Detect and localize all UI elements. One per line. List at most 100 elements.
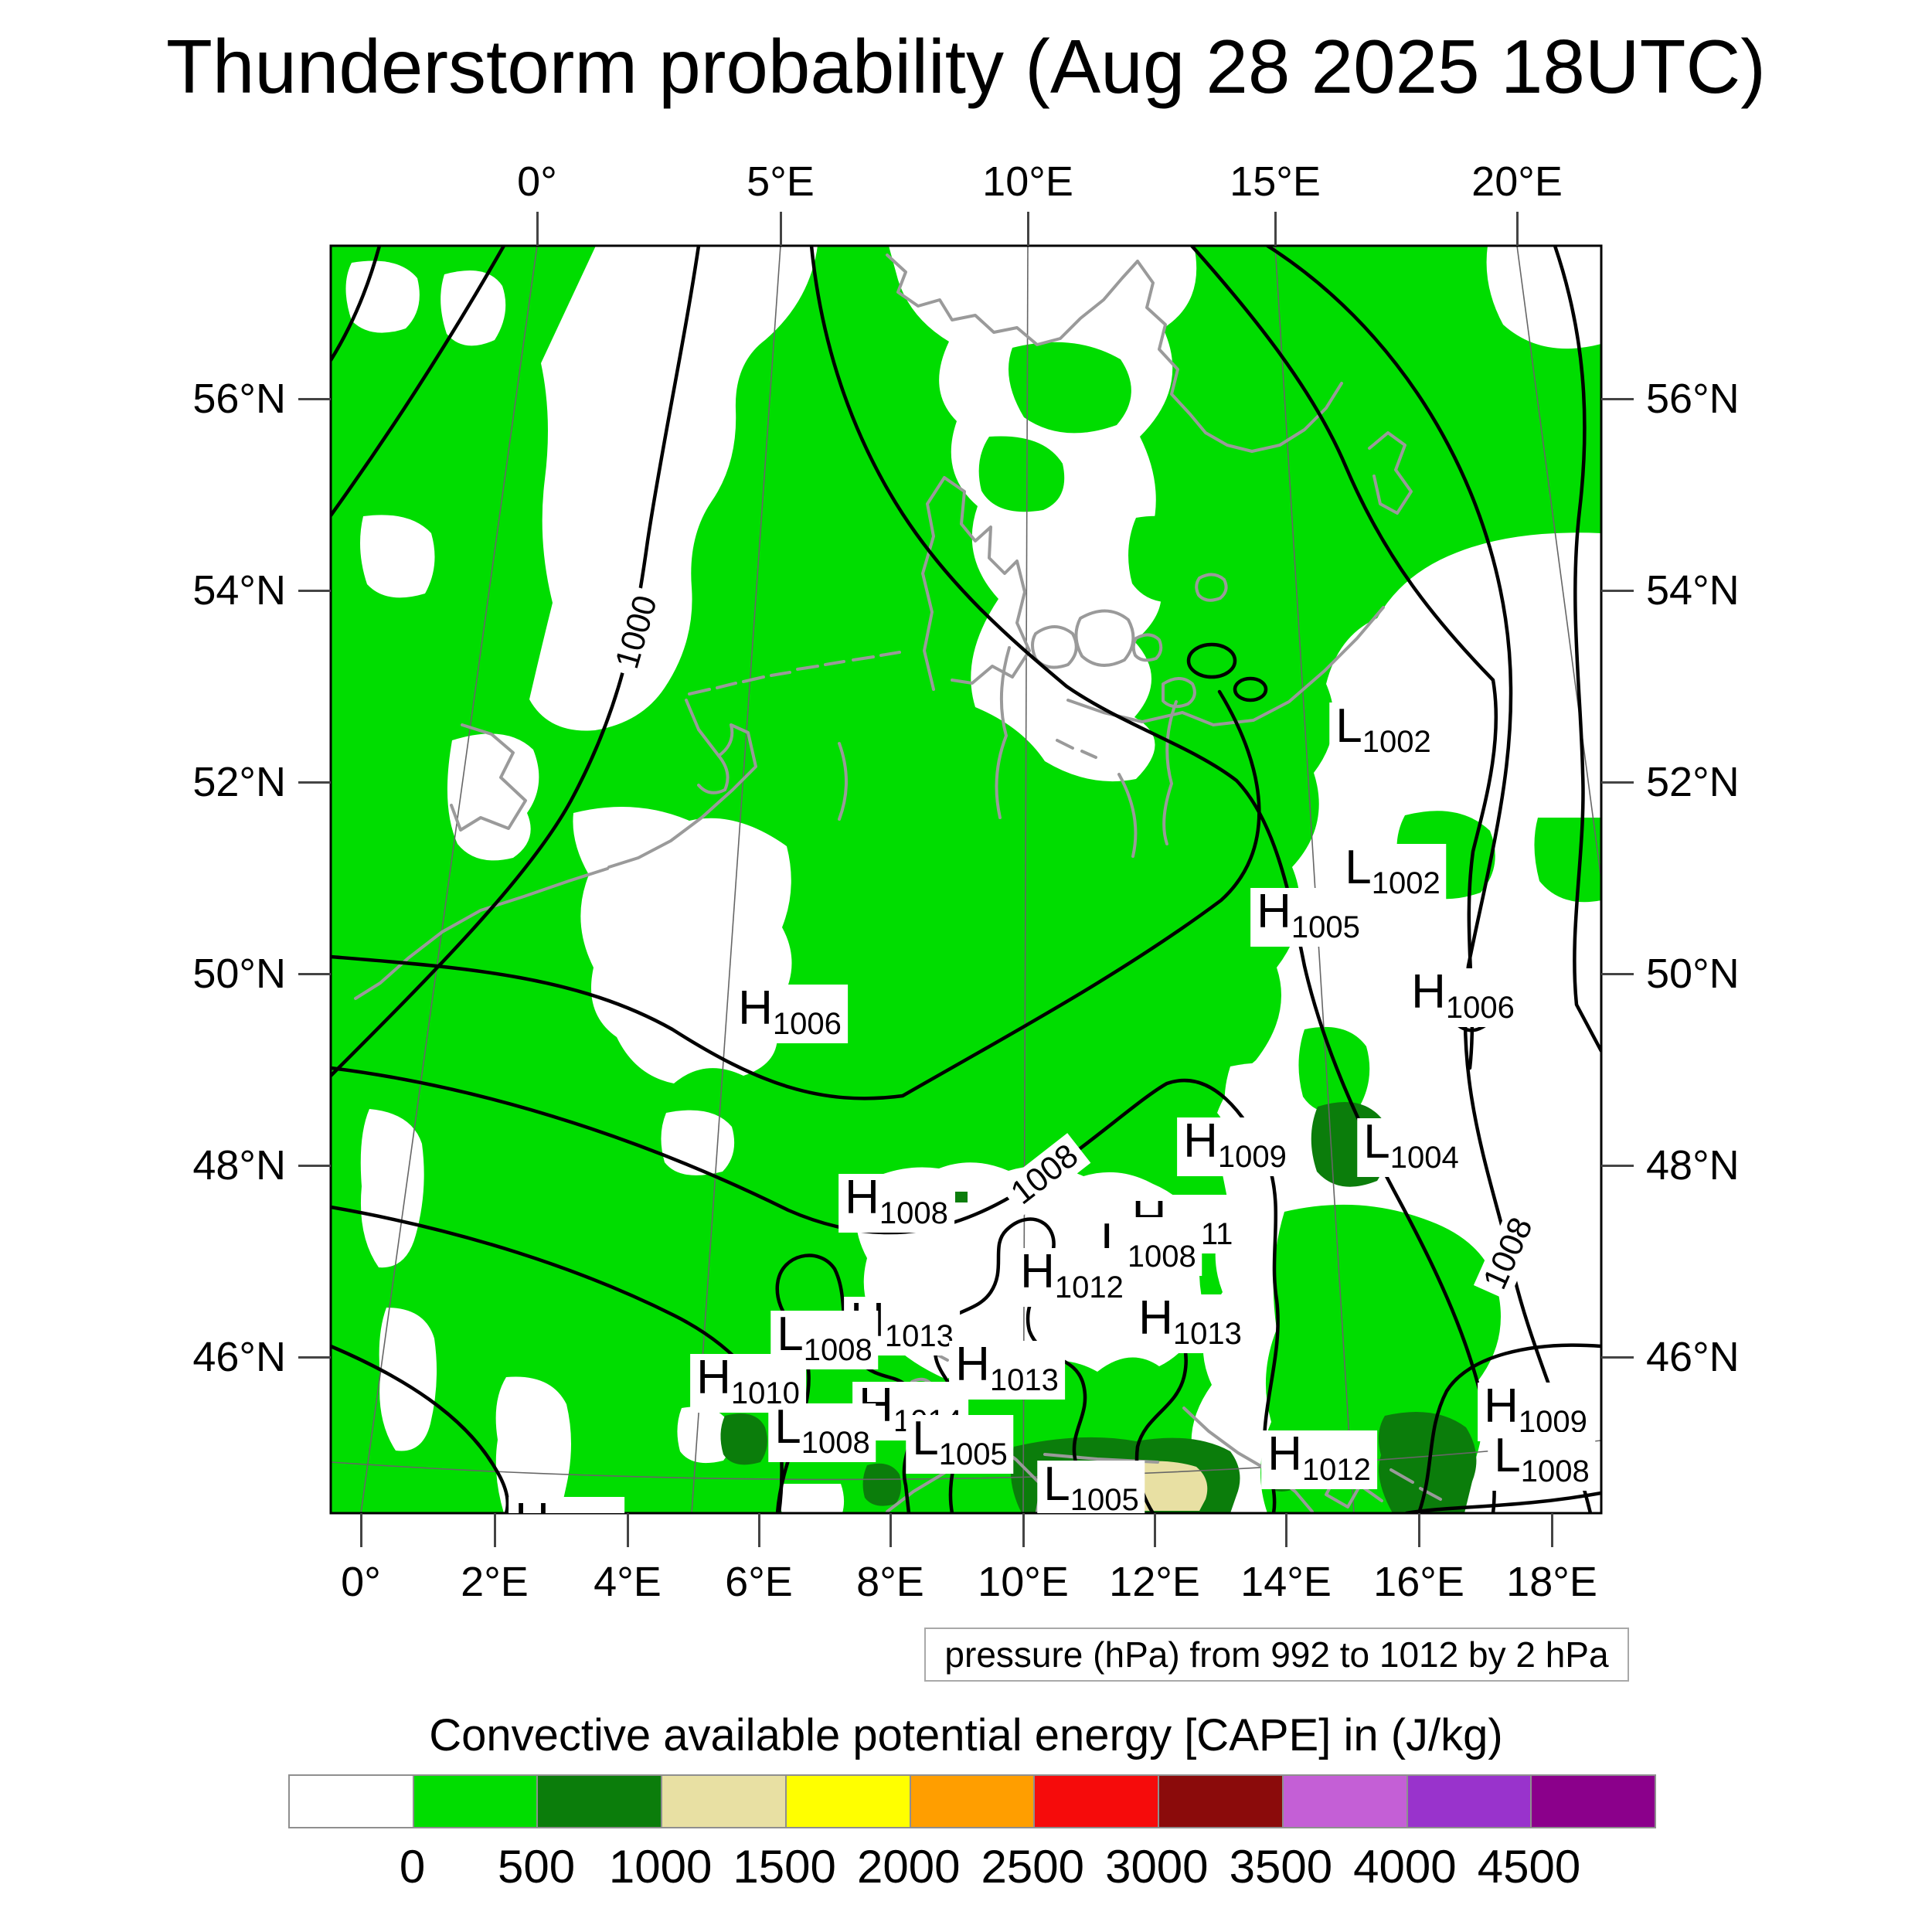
pressure-value: 1005: [938, 1437, 1008, 1471]
right-axis-tick: [1601, 781, 1634, 784]
pressure-value: 1009: [1217, 1140, 1287, 1174]
pressure-center-label: L1005: [1037, 1461, 1145, 1513]
pressure-center-label: H1010: [690, 1354, 806, 1413]
top-axis-label: 10°E: [982, 158, 1073, 205]
pressure-center-label: H1006: [732, 985, 848, 1043]
map-label-overlay: L1002 L1002 H1005 H1006 H1006 H1009 L1004 H1008…: [331, 246, 1601, 1513]
colorbar: [288, 1774, 1656, 1828]
colorbar-tick-label: 500: [498, 1841, 576, 1893]
right-axis-label: 54°N: [1646, 567, 1740, 614]
bottom-axis-label: 12°E: [1109, 1559, 1200, 1605]
bottom-axis-tick: [889, 1513, 892, 1547]
pressure-letter: L: [1345, 841, 1372, 894]
bottom-axis-tick: [1551, 1513, 1553, 1547]
pressure-value: 1002: [1371, 866, 1440, 900]
bottom-axis-tick: [494, 1513, 496, 1547]
colorbar-cell: [1035, 1776, 1160, 1827]
pressure-value: 1006: [772, 1007, 842, 1041]
bottom-axis-label: 8°E: [856, 1559, 924, 1605]
pressure-letter: H: [1020, 1245, 1055, 1298]
bottom-axis-label: 16°E: [1373, 1559, 1464, 1605]
right-axis-tick: [1601, 973, 1634, 975]
left-axis-label: 46°N: [192, 1334, 286, 1380]
right-axis-label: 56°N: [1646, 376, 1740, 422]
colorbar-tick-label: 2500: [981, 1841, 1085, 1893]
pressure-center-label: H1010: [509, 1497, 624, 1513]
map-border: [329, 244, 1603, 1515]
colorbar-cell: [1407, 1776, 1532, 1827]
left-axis-tick: [298, 398, 331, 400]
pressure-value: 1005: [1070, 1483, 1139, 1513]
colorbar-cell: [290, 1776, 414, 1827]
bottom-axis-tick: [1418, 1513, 1420, 1547]
pressure-value: 1008: [801, 1426, 870, 1460]
top-axis-tick: [780, 212, 782, 246]
bottom-axis-tick: [1285, 1513, 1287, 1547]
pressure-center-label: H1012: [1261, 1430, 1377, 1489]
pressure-center-label: H1013: [949, 1341, 1065, 1400]
right-axis-label: 52°N: [1646, 759, 1740, 805]
colorbar-tick-label: 1500: [733, 1841, 836, 1893]
colorbar-cell: [786, 1776, 911, 1827]
top-axis-tick: [1516, 212, 1519, 246]
pressure-center-label: H1009: [1177, 1117, 1293, 1176]
pressure-value: 1008: [1127, 1240, 1196, 1274]
pressure-letter: L: [1335, 699, 1362, 753]
pressure-center-label: H1012: [1014, 1248, 1130, 1307]
left-axis-label: 56°N: [192, 376, 286, 422]
right-axis-label: 50°N: [1646, 951, 1740, 997]
pressure-letter: L: [777, 1308, 804, 1361]
colorbar-tick-label: 1000: [608, 1841, 713, 1893]
bottom-axis-label: 14°E: [1240, 1559, 1332, 1605]
top-axis-tick: [1274, 212, 1277, 246]
colorbar-cell: [413, 1776, 539, 1827]
left-axis-tick: [298, 1356, 331, 1359]
top-axis-tick: [1027, 212, 1029, 246]
pressure-center-label: L1008: [1488, 1429, 1596, 1491]
left-axis-label: 50°N: [192, 951, 286, 997]
colorbar-cell: [1159, 1776, 1284, 1827]
right-axis-label: 48°N: [1646, 1142, 1740, 1189]
page-title: Thunderstorm probability (Aug 28 2025 18…: [166, 24, 1766, 109]
pressure-center-label: H1006: [1405, 968, 1521, 1027]
pressure-letter: L: [1363, 1115, 1390, 1168]
pressure-letter: H: [696, 1351, 731, 1404]
pressure-letter: L: [912, 1412, 939, 1465]
bottom-axis-label: 18°E: [1506, 1559, 1597, 1605]
contour-value-label: 1000: [607, 585, 667, 679]
right-axis-tick: [1601, 1165, 1634, 1167]
colorbar-labels: 0 500 1000 1500 2000 2500 3000 3500 4000 4500: [288, 1844, 1653, 1898]
top-axis-tick: [536, 212, 539, 246]
pressure-center-label: H1013: [1132, 1294, 1248, 1353]
bottom-axis-label: 0°: [341, 1559, 381, 1605]
pressure-value: 1012: [1301, 1453, 1371, 1487]
pressure-letter: L: [774, 1400, 801, 1454]
pressure-value: 1004: [1389, 1141, 1459, 1175]
pressure-value: 1013: [884, 1319, 954, 1353]
colorbar-cell: [1532, 1776, 1655, 1827]
colorbar-cell: [538, 1776, 663, 1827]
pressure-center-label: L1008: [770, 1308, 879, 1369]
pressure-value: 1002: [1362, 725, 1431, 759]
bottom-axis-tick: [1022, 1513, 1025, 1547]
pressure-center-label: L1004: [1357, 1115, 1465, 1177]
pressure-center-label: L1008: [1094, 1217, 1202, 1276]
colorbar-title: Convective available potential energy [C…: [429, 1710, 1503, 1760]
left-axis-label: 54°N: [192, 567, 286, 614]
graticule-lines: [331, 246, 1601, 1513]
contour-value-label: 1008: [1473, 1206, 1544, 1301]
pressure-value: 1008: [1520, 1454, 1590, 1488]
right-axis-tick: [1601, 1356, 1634, 1359]
pressure-value: 1012: [1054, 1270, 1124, 1304]
colorbar-tick-label: 4500: [1477, 1841, 1581, 1893]
pressure-letter: L: [1494, 1429, 1521, 1482]
right-axis-tick: [1601, 398, 1634, 400]
left-axis-label: 48°N: [192, 1142, 286, 1189]
pressure-value: 1008: [879, 1196, 948, 1230]
colorbar-tick-label: 2000: [856, 1841, 961, 1893]
pressure-center-label: L1002: [1329, 702, 1437, 761]
left-axis-tick: [298, 1165, 331, 1167]
pressure-center-label: H1005: [1250, 888, 1366, 947]
pressure-value: 1005: [1291, 910, 1360, 944]
